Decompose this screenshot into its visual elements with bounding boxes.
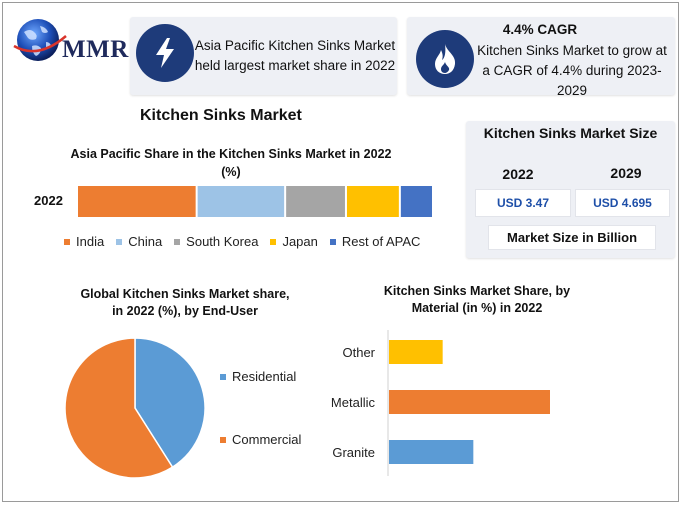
- lightning-icon: [156, 38, 174, 68]
- cagr-title: 4.4% CAGR: [502, 22, 578, 37]
- legend-swatch-india: [64, 238, 70, 245]
- legend-label-commercial: Commercial: [232, 432, 302, 447]
- bar-segment-japan: [346, 186, 399, 217]
- legend-swatch-residential: [220, 373, 226, 380]
- legend-label-china: China: [128, 234, 163, 249]
- bar-segment-rest-of-apac: [400, 186, 432, 217]
- legend-item-china: China: [116, 234, 162, 249]
- header-card-apac-text: Asia Pacific Kitchen Sinks Market held l…: [194, 38, 396, 73]
- category-label-granite: Granite: [332, 445, 375, 460]
- legend-item-south-korea: South Korea: [174, 234, 258, 249]
- legend-swatch-japan: [270, 238, 277, 245]
- chart-material-title: Kitchen Sinks Market Share, by Material …: [383, 284, 571, 315]
- legend-swatch-china: [116, 238, 123, 245]
- legend-swatch-commercial: [220, 436, 226, 443]
- legend-label-south-korea: South Korea: [186, 234, 259, 249]
- bar-other: [389, 340, 443, 364]
- bar-segment-south-korea: [286, 186, 345, 217]
- bar-segment-india: [78, 186, 196, 217]
- category-label-metallic: Metallic: [331, 395, 376, 410]
- legend-item-commercial: Commercial: [220, 432, 301, 447]
- bar-metallic: [389, 390, 550, 414]
- market-size-year-2029: 2029: [610, 165, 642, 181]
- legend-label-india: India: [76, 234, 105, 249]
- main-title: Kitchen Sinks Market: [140, 107, 302, 124]
- legend-item-india: India: [64, 234, 104, 249]
- legend-item-residential: Residential: [220, 369, 301, 384]
- chart-material-bar: Other Metallic Granite: [331, 330, 550, 476]
- chart-enduser-title: Global Kitchen Sinks Market share, in 20…: [80, 287, 290, 318]
- market-size-value-2029: USD 4.695: [575, 189, 670, 217]
- chart-enduser-legend: Residential Commercial: [220, 369, 301, 495]
- globe-logo-icon: [13, 19, 67, 61]
- chart-apac-stacked-bar: [78, 186, 432, 217]
- chart-apac-category-label: 2022: [34, 193, 63, 208]
- chart-apac-legend: India China South Korea Japan Rest of APAC: [64, 234, 420, 249]
- badge-flame: [416, 30, 474, 88]
- badge-lightning: [136, 24, 194, 82]
- legend-swatch-south-korea: [174, 238, 181, 245]
- market-size-title: Kitchen Sinks Market Size: [483, 125, 658, 141]
- legend-label-japan: Japan: [282, 234, 318, 249]
- legend-item-rest-of-apac: Rest of APAC: [329, 234, 421, 249]
- bar-granite: [389, 440, 474, 464]
- pie-slice-commercial: [64, 337, 174, 479]
- flame-icon: [435, 44, 456, 74]
- legend-label-rest-of-apac: Rest of APAC: [341, 234, 421, 249]
- chart-enduser-pie: [64, 337, 206, 479]
- market-size-value-2022: USD 3.47: [475, 189, 571, 217]
- legend-swatch-rest-of-apac: [329, 238, 336, 245]
- chart-apac-title: Asia Pacific Share in the Kitchen Sinks …: [70, 147, 392, 179]
- category-label-other: Other: [342, 345, 375, 360]
- legend-item-japan: Japan: [270, 234, 318, 249]
- bar-segment-china: [197, 186, 285, 217]
- legend-label-residential: Residential: [232, 369, 297, 384]
- brand-logo-text: MMR: [62, 36, 129, 63]
- cagr-text: Kitchen Sinks Market to grow at a CAGR o…: [477, 43, 667, 98]
- market-size-unit-label: Market Size in Billion: [488, 225, 656, 250]
- market-size-year-2022: 2022: [502, 166, 534, 182]
